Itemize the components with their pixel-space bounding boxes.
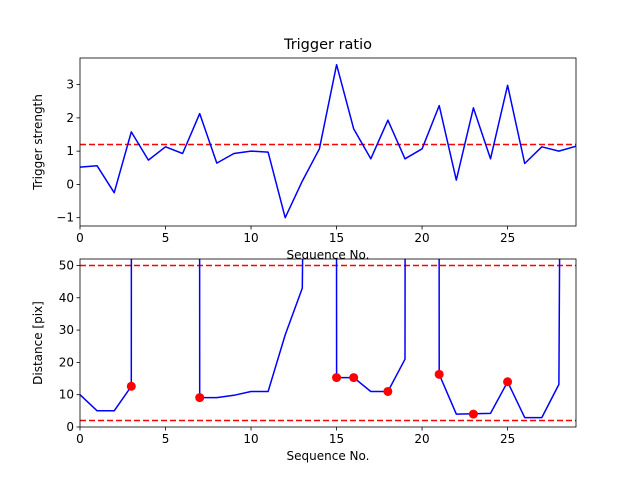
x-tick-label: 20 — [414, 231, 429, 245]
plot-area — [80, 63, 576, 219]
data-point — [195, 393, 205, 403]
data-point — [126, 381, 136, 391]
y-tick-label: 2 — [66, 111, 74, 125]
x-tick-label: 5 — [162, 432, 170, 446]
x-tick-label: 15 — [329, 432, 344, 446]
y-tick-label: 50 — [59, 258, 74, 272]
data-point — [349, 373, 359, 383]
y-tick-label: 1 — [66, 144, 74, 158]
data-point — [332, 373, 342, 383]
x-axis-label: Sequence No. — [287, 248, 370, 262]
y-tick-label: 40 — [59, 291, 74, 305]
y-tick-label: −1 — [56, 211, 74, 225]
x-tick-label: 20 — [414, 432, 429, 446]
x-tick-label: 25 — [500, 231, 515, 245]
y-tick-label: 0 — [66, 420, 74, 434]
chart-title: Trigger ratio — [283, 37, 372, 53]
axes-frame — [79, 258, 577, 428]
x-tick-label: 15 — [329, 231, 344, 245]
bottom-plot-background — [80, 259, 576, 427]
y-tick-label: 0 — [66, 177, 74, 191]
series-line — [80, 259, 561, 419]
y-tick-label: 20 — [59, 355, 74, 369]
x-tick-label: 10 — [243, 231, 258, 245]
y-axis-label: Trigger strength — [31, 94, 45, 191]
plot-area — [80, 259, 576, 422]
y-tick-label: 10 — [59, 388, 74, 402]
x-tick-label: 0 — [76, 231, 84, 245]
axes-frame — [79, 57, 577, 227]
x-tick-label: 5 — [162, 231, 170, 245]
data-point — [503, 377, 513, 387]
data-point — [434, 369, 444, 379]
x-tick-label: 0 — [76, 432, 84, 446]
y-tick-label: 30 — [59, 323, 74, 337]
x-tick-label: 25 — [500, 432, 515, 446]
x-axis-label: Sequence No. — [287, 449, 370, 463]
bottom-chart: 0 5 10 15 20 25 0 10 20 30 40 50 Sequence No. Distanc… — [31, 258, 577, 463]
y-tick-label: 3 — [66, 78, 74, 92]
y-axis-label: Distance [pix] — [31, 301, 45, 385]
data-point — [383, 386, 393, 396]
data-point — [468, 409, 478, 419]
series-line — [80, 63, 576, 219]
x-tick-label: 10 — [243, 432, 258, 446]
